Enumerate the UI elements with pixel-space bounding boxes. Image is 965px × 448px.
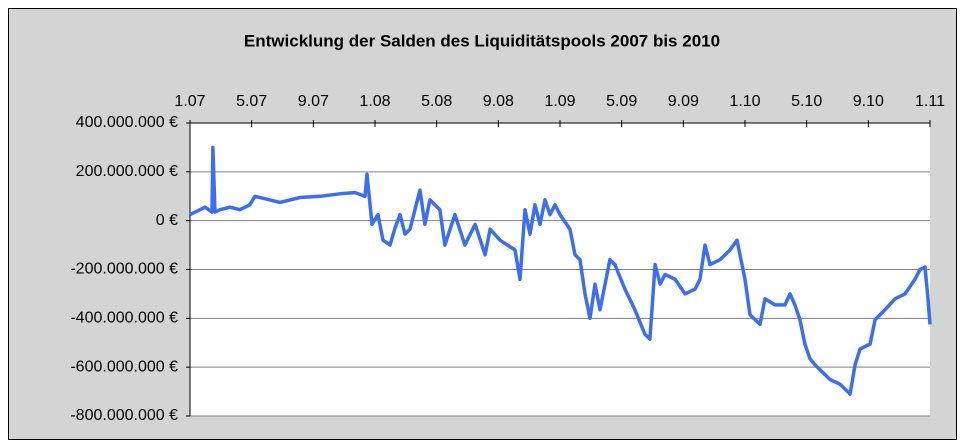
x-tick-label: 9.09 xyxy=(668,93,699,110)
y-tick-label: 0 € xyxy=(156,212,178,229)
chart-title: Entwicklung der Salden des Liquiditätspo… xyxy=(244,31,720,50)
x-tick-label: 9.08 xyxy=(483,93,514,110)
y-tick-label: -400.000.000 € xyxy=(70,310,178,327)
x-tick-label: 1.08 xyxy=(359,93,390,110)
x-tick-label: 5.10 xyxy=(791,93,822,110)
x-tick-label: 1.11 xyxy=(915,93,945,110)
y-tick-label: -600.000.000 € xyxy=(70,358,178,375)
x-tick-label: 1.09 xyxy=(544,93,575,110)
x-tick-label: 5.07 xyxy=(236,93,267,110)
x-tick-label: 5.09 xyxy=(606,93,637,110)
y-tick-label: -200.000.000 € xyxy=(70,261,178,278)
x-tick-label: 5.08 xyxy=(421,93,452,110)
y-tick-label: 400.000.000 € xyxy=(76,114,178,131)
y-tick-label: 200.000.000 € xyxy=(76,163,178,180)
x-tick-label: 9.07 xyxy=(298,93,329,110)
x-tick-label: 1.07 xyxy=(174,93,205,110)
x-tick-label: 1.10 xyxy=(729,93,760,110)
y-tick-label: -800.000.000 € xyxy=(70,407,178,424)
data-line xyxy=(189,145,932,396)
x-tick-label: 9.10 xyxy=(853,93,884,110)
